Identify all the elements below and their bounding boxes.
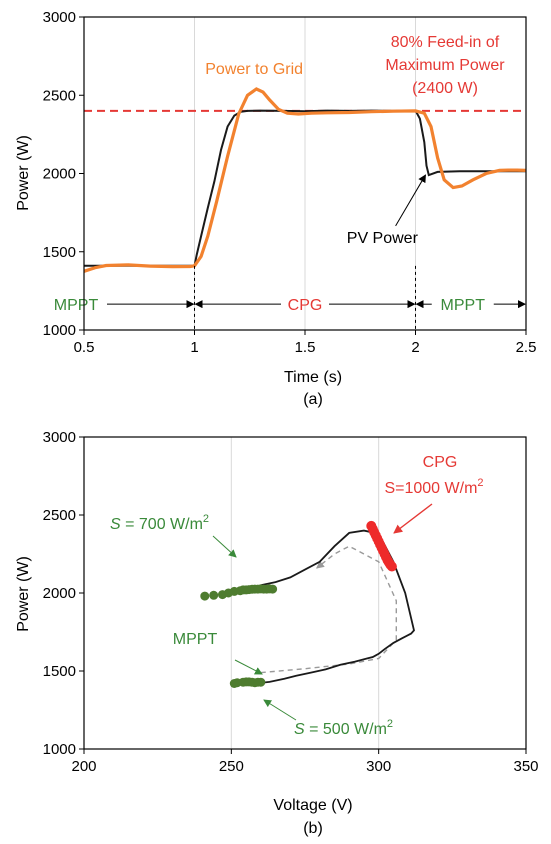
s700-symbol: S <box>110 516 121 533</box>
chart-b: 200 250 300 350 1000 1500 2000 2500 3000 CPG S=1… <box>15 429 539 837</box>
chart-a-xtick-label: 0.5 <box>74 339 95 356</box>
chart-a-ytick-label: 2000 <box>43 166 76 183</box>
operating-point-trajectory <box>254 529 415 685</box>
chart-a-ytick-label: 3000 <box>43 9 76 26</box>
cpg-irradiance-text: S=1000 W/m <box>384 480 477 497</box>
pv-power-arrow <box>395 174 426 227</box>
scatter-point-series-2 <box>386 561 397 572</box>
scatter-points <box>200 520 397 688</box>
chart-a-ytick-label: 1500 <box>43 244 76 261</box>
chart-a-ytick-label: 2500 <box>43 87 76 104</box>
chart-b-xtick-label: 250 <box>219 758 244 775</box>
s500-label: S = 500 W/m2 <box>294 718 393 738</box>
chart-b-ytick-label: 1000 <box>43 741 76 758</box>
operating-mode-regions: MPPT CPG MPPT <box>54 265 526 330</box>
cpg-irradiance-label: S=1000 W/m2 <box>384 477 483 497</box>
pv-power-label: PV Power <box>347 230 419 247</box>
s700-superscript: 2 <box>203 513 209 525</box>
cpg-arrow <box>393 503 433 534</box>
s500-arrow <box>263 699 297 721</box>
s700-label: S = 700 W/m2 <box>110 513 209 533</box>
chart-a-x-axis-label: Time (s) <box>284 369 342 386</box>
chart-b-xtick-label: 300 <box>366 758 391 775</box>
chart-b-ytick-label: 2500 <box>43 507 76 524</box>
cpg-label: CPG <box>423 454 458 471</box>
mppt-label: MPPT <box>173 631 218 648</box>
cpg-irradiance-superscript: 2 <box>477 477 483 489</box>
region-label-mppt-1: MPPT <box>54 297 99 314</box>
chart-a-xtick-label: 1 <box>190 339 198 356</box>
scatter-point-series-0 <box>209 590 219 600</box>
limit-label-line-1: 80% Feed-in of <box>391 34 500 51</box>
chart-b-x-axis-label: Voltage (V) <box>273 797 352 814</box>
chart-b-ytick-label: 3000 <box>43 429 76 446</box>
mppt-arrow <box>234 659 263 675</box>
chart-b-ytick-label: 1500 <box>43 663 76 680</box>
power-to-grid-label: Power to Grid <box>205 61 303 78</box>
chart-b-plot-frame <box>83 436 527 750</box>
region-label-cpg-1: CPG <box>288 297 323 314</box>
trajectory-direction-dashed-path <box>260 545 397 674</box>
chart-b-tick-labels: 200 250 300 350 1000 1500 2000 2500 3000 <box>43 429 539 775</box>
chart-b-y-axis-label: Power (W) <box>15 556 32 632</box>
s500-symbol: S <box>294 721 305 738</box>
s500-superscript: 2 <box>387 718 393 730</box>
limit-label-line-3: (2400 W) <box>412 80 478 97</box>
chart-a-y-axis-label: Power (W) <box>15 135 32 211</box>
s500-text: = 500 W/m <box>305 721 387 738</box>
chart-a-xtick-label: 2.5 <box>516 339 537 356</box>
chart-a-gridlines <box>79 16 527 335</box>
limit-label-line-2: Maximum Power <box>385 57 505 74</box>
series-power-to-grid-line <box>83 87 527 273</box>
chart-a-xtick-label: 2 <box>411 339 419 356</box>
scatter-point-series-0 <box>200 591 210 601</box>
chart-b-caption: (b) <box>303 820 323 837</box>
chart-a-xtick-label: 1.5 <box>295 339 316 356</box>
chart-b-xtick-label: 200 <box>71 758 96 775</box>
chart-b-ytick-label: 2000 <box>43 585 76 602</box>
chart-a-plot-frame <box>83 16 527 331</box>
chart-a-caption: (a) <box>303 391 323 408</box>
s700-text: = 700 W/m <box>121 516 203 533</box>
scatter-point-series-1 <box>256 677 266 687</box>
s700-arrow <box>212 535 237 558</box>
region-label-mppt-2: MPPT <box>441 297 486 314</box>
chart-a-ytick-label: 1000 <box>43 322 76 339</box>
chart-b-xtick-label: 350 <box>513 758 538 775</box>
chart-a-tick-labels: 0.5 1 1.5 2 2.5 1000 1500 2000 2500 3000 <box>43 9 537 356</box>
scatter-point-series-0 <box>268 584 278 594</box>
